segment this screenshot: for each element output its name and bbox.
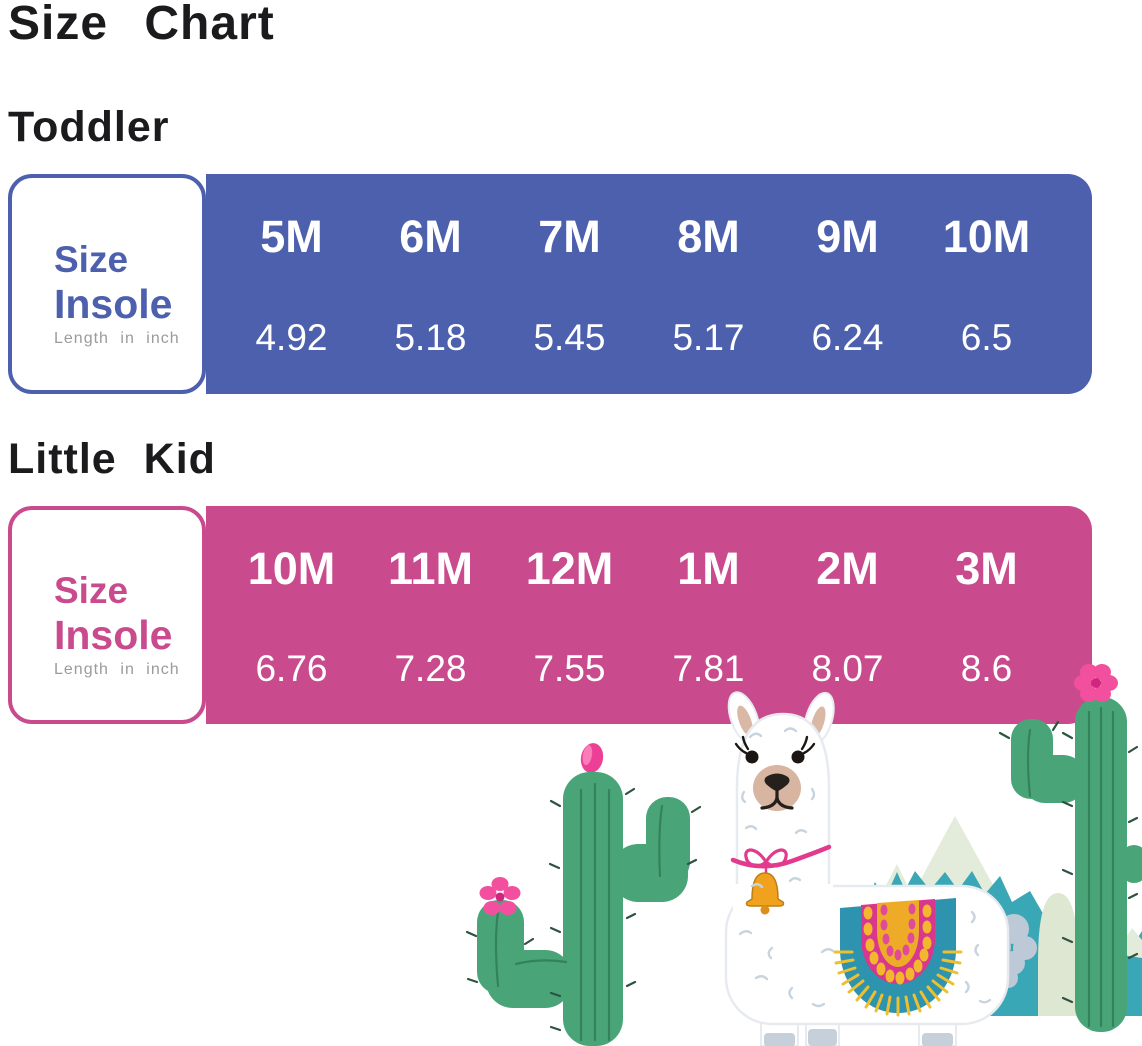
size-label: 6M: [399, 211, 462, 263]
insole-value: 4.92: [255, 317, 328, 359]
page-title: Size Chart: [8, 0, 275, 50]
size-column: 7M 5.45: [500, 174, 639, 394]
label-size: Size: [54, 239, 129, 281]
alpaca-head-neck: [735, 712, 831, 924]
size-label: 1M: [677, 542, 740, 594]
fleece-curls: [738, 727, 992, 1008]
insole-value: 5.17: [672, 317, 745, 359]
size-column: 3M 8.6: [917, 506, 1056, 724]
size-column: 10M 6.76: [222, 506, 361, 724]
size-column: 6M 5.18: [361, 174, 500, 394]
bell-icon: [745, 872, 785, 907]
insole-value: 8.07: [811, 647, 884, 689]
saddle-blanket: [833, 898, 963, 1017]
label-size: Size: [54, 570, 129, 612]
size-label: 8M: [677, 211, 740, 263]
insole-value: 5.45: [533, 317, 606, 359]
label-note: Length in inch: [54, 329, 180, 347]
size-column: 11M 7.28: [361, 506, 500, 724]
little-kid-size-columns: 10M 6.76 11M 7.28 12M 7.55 1M 7.81 2M 8.07 3M 8.6: [206, 505, 1092, 724]
toddler-size-table: Size Insole Length in inch 5M 4.92 6M 5.18 7…: [8, 173, 1092, 394]
cactus-flower-icon: [479, 877, 521, 915]
label-insole: Insole: [54, 611, 173, 658]
size-label: 12M: [525, 542, 614, 594]
size-label: 7M: [538, 211, 601, 263]
insole-value: 7.28: [394, 647, 467, 689]
insole-value: 5.18: [394, 317, 467, 359]
alpaca-right-eye: [791, 750, 805, 764]
little-kid-label-cell: Size Insole Length in inch: [8, 505, 206, 724]
alpaca-face: [734, 735, 816, 811]
toddler-size-columns: 5M 4.92 6M 5.18 7M 5.45 8M 5.17 9M 6.24 10M 6.5: [206, 173, 1092, 394]
mountains-illustration: [830, 816, 1142, 1016]
section-toddler: Toddler Size Insole Length in inch 5M 4.9…: [8, 102, 1092, 394]
size-label: 10M: [942, 211, 1031, 263]
alpaca-left-eye: [745, 750, 759, 764]
label-insole: Insole: [54, 280, 173, 327]
alpaca-tail: [987, 914, 1037, 988]
size-column: 1M 7.81: [639, 506, 778, 724]
left-cactus-illustration: [465, 743, 702, 1046]
section-heading-toddler: Toddler: [8, 103, 170, 151]
size-label: 10M: [247, 542, 336, 594]
little-kid-size-table: Size Insole Length in inch 10M 6.76 11M 7.2…: [8, 505, 1092, 724]
section-little-kid: Little Kid Size Insole Length in inch 10…: [8, 434, 1092, 724]
alpaca-illustration: [724, 691, 1037, 1046]
insole-value: 6.5: [960, 317, 1013, 359]
alpaca-body: [724, 884, 1010, 1026]
size-label: 5M: [260, 211, 323, 263]
size-column: 2M 8.07: [778, 506, 917, 724]
insole-value: 8.6: [960, 647, 1013, 689]
toddler-label-cell: Size Insole Length in inch: [8, 173, 206, 394]
alpaca-nose: [764, 773, 790, 791]
section-heading-little-kid: Little Kid: [8, 435, 216, 483]
alpaca-muzzle: [753, 765, 801, 811]
size-column: 8M 5.17: [639, 174, 778, 394]
size-column: 9M 6.24: [778, 174, 917, 394]
label-note: Length in inch: [54, 660, 180, 678]
insole-value: 6.76: [255, 647, 328, 689]
size-label: 9M: [816, 211, 879, 263]
alpaca-legs: [760, 994, 957, 1046]
size-label: 11M: [387, 542, 474, 594]
size-label: 3M: [955, 542, 1018, 594]
size-column: 10M 6.5: [917, 174, 1056, 394]
bell-collar: [730, 844, 832, 915]
size-column: 5M 4.92: [222, 174, 361, 394]
size-column: 12M 7.55: [500, 506, 639, 724]
size-label: 2M: [816, 542, 879, 594]
insole-value: 7.55: [533, 647, 606, 689]
insole-value: 7.81: [672, 647, 745, 689]
insole-value: 6.24: [811, 317, 884, 359]
